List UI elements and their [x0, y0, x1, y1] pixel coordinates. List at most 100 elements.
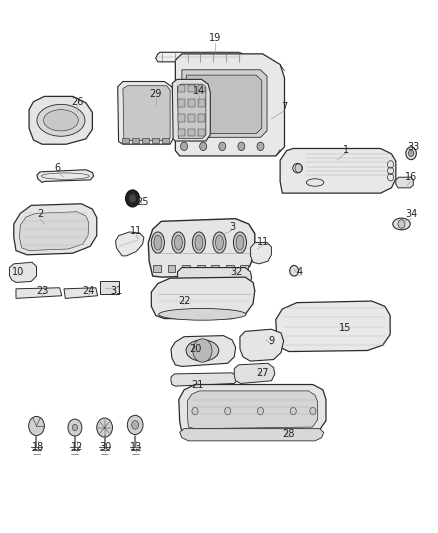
Polygon shape — [16, 288, 62, 298]
Circle shape — [257, 142, 264, 151]
Text: 11: 11 — [257, 237, 269, 247]
Ellipse shape — [37, 104, 85, 136]
Text: 15: 15 — [339, 322, 352, 333]
Polygon shape — [227, 281, 235, 287]
Polygon shape — [178, 129, 185, 136]
Circle shape — [97, 418, 113, 437]
Polygon shape — [19, 212, 89, 251]
Text: 32: 32 — [230, 267, 243, 277]
Polygon shape — [178, 99, 185, 107]
Polygon shape — [142, 138, 149, 143]
Ellipse shape — [233, 232, 247, 253]
Text: 1: 1 — [343, 144, 349, 155]
Text: 30: 30 — [99, 442, 112, 452]
Ellipse shape — [159, 309, 246, 320]
Text: 4: 4 — [297, 267, 303, 277]
Ellipse shape — [186, 340, 219, 361]
Polygon shape — [162, 138, 169, 143]
Polygon shape — [122, 138, 129, 143]
Text: 14: 14 — [193, 86, 205, 96]
Circle shape — [180, 142, 187, 151]
Polygon shape — [177, 84, 206, 139]
Polygon shape — [171, 336, 236, 367]
Text: 20: 20 — [189, 344, 201, 354]
Polygon shape — [132, 138, 139, 143]
Polygon shape — [198, 85, 205, 92]
Circle shape — [129, 194, 136, 203]
Polygon shape — [192, 281, 200, 287]
Text: 21: 21 — [191, 379, 203, 390]
Polygon shape — [251, 243, 272, 264]
Polygon shape — [198, 129, 205, 136]
Text: 19: 19 — [208, 33, 221, 43]
Circle shape — [295, 164, 302, 172]
Circle shape — [126, 190, 140, 207]
Polygon shape — [239, 281, 247, 287]
Ellipse shape — [151, 232, 164, 253]
Ellipse shape — [213, 232, 226, 253]
Polygon shape — [178, 85, 185, 92]
Polygon shape — [188, 99, 195, 107]
Text: 12: 12 — [71, 442, 83, 452]
Polygon shape — [198, 114, 205, 122]
Polygon shape — [280, 149, 396, 193]
Polygon shape — [151, 277, 255, 319]
Text: 26: 26 — [71, 96, 83, 107]
Polygon shape — [215, 281, 223, 287]
Polygon shape — [182, 70, 267, 138]
Text: 29: 29 — [149, 88, 162, 99]
Text: 16: 16 — [405, 172, 417, 182]
Ellipse shape — [192, 232, 205, 253]
Circle shape — [193, 339, 212, 362]
Text: 31: 31 — [110, 286, 123, 296]
Polygon shape — [64, 288, 98, 298]
Polygon shape — [211, 265, 219, 272]
Circle shape — [219, 142, 226, 151]
Circle shape — [127, 415, 143, 434]
Text: 33: 33 — [407, 142, 420, 152]
Polygon shape — [178, 114, 185, 122]
Polygon shape — [152, 138, 159, 143]
Text: 13: 13 — [130, 442, 142, 452]
Text: 24: 24 — [82, 286, 94, 296]
Circle shape — [409, 150, 414, 157]
Circle shape — [406, 147, 417, 160]
Text: 18: 18 — [32, 442, 44, 452]
Circle shape — [238, 142, 245, 151]
Polygon shape — [123, 86, 170, 141]
Circle shape — [225, 407, 231, 415]
Ellipse shape — [174, 235, 182, 250]
Ellipse shape — [393, 218, 410, 230]
Circle shape — [310, 407, 316, 415]
Polygon shape — [276, 301, 390, 352]
Polygon shape — [118, 82, 174, 144]
Text: 3: 3 — [229, 222, 235, 232]
Polygon shape — [240, 265, 248, 272]
Polygon shape — [234, 364, 275, 383]
Polygon shape — [37, 169, 94, 182]
Polygon shape — [175, 54, 285, 156]
Text: 34: 34 — [405, 209, 417, 220]
Polygon shape — [179, 384, 326, 435]
Polygon shape — [100, 281, 120, 294]
Polygon shape — [188, 85, 195, 92]
Polygon shape — [14, 204, 97, 255]
Circle shape — [68, 419, 82, 436]
Text: 11: 11 — [130, 226, 142, 236]
Polygon shape — [396, 177, 413, 188]
Text: 25: 25 — [136, 197, 149, 207]
Text: 28: 28 — [283, 429, 295, 439]
Circle shape — [258, 407, 264, 415]
Polygon shape — [240, 329, 284, 361]
Circle shape — [28, 416, 44, 435]
Text: 6: 6 — [54, 163, 60, 173]
Polygon shape — [180, 429, 324, 441]
Polygon shape — [172, 79, 210, 141]
Ellipse shape — [215, 235, 223, 250]
Polygon shape — [204, 281, 212, 287]
Circle shape — [132, 421, 139, 429]
Polygon shape — [177, 268, 252, 289]
Text: 2: 2 — [37, 209, 43, 220]
Polygon shape — [188, 114, 195, 122]
Text: 27: 27 — [256, 368, 269, 378]
